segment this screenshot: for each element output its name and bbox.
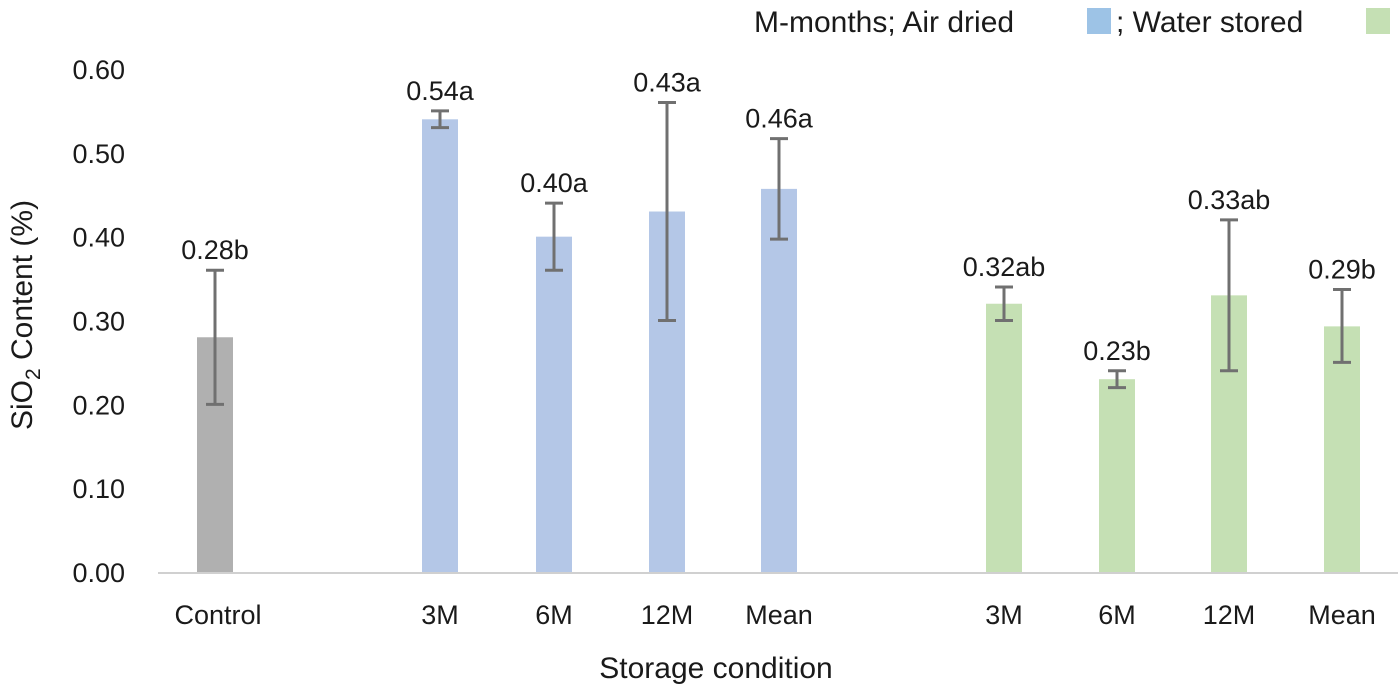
data-label-water-3m: 0.32ab <box>963 252 1046 282</box>
legend-water-stored-swatch <box>1366 8 1390 34</box>
legend-water-stored-text: ; Water stored <box>1116 6 1303 39</box>
y-tick-label: 0.00 <box>72 558 125 588</box>
x-tick-label-water-6m: 6M <box>1098 600 1136 630</box>
y-axis-ticks: 0.00 0.10 0.20 0.30 0.40 0.50 0.60 <box>72 55 125 588</box>
y-tick-label: 0.40 <box>72 223 125 253</box>
error-bar-air-6m <box>545 201 563 272</box>
data-label-control-control: 0.28b <box>181 235 249 265</box>
error-bar-water-12m <box>1220 218 1238 373</box>
bar-water-6m <box>1099 379 1135 572</box>
x-tick-label-water-12m: 12M <box>1203 600 1256 630</box>
y-tick-label: 0.30 <box>72 307 125 337</box>
bar-air-mean <box>761 188 797 573</box>
error-bar-water-6m <box>1108 369 1126 390</box>
legend: M-months; Air dried ; Water stored <box>754 6 1390 39</box>
error-bar-water-3m <box>995 285 1013 322</box>
data-label-water-mean: 0.29b <box>1308 254 1376 284</box>
bar-air-6m <box>536 236 572 572</box>
y-axis-title-rest: Content (%) <box>6 200 39 368</box>
data-label-air-mean: 0.46a <box>745 104 814 134</box>
x-tick-label-water-3m: 3M <box>985 600 1023 630</box>
x-tick-label-control-control: Control <box>174 600 261 630</box>
x-tick-label-air-mean: Mean <box>745 600 813 630</box>
bar-water-mean <box>1324 326 1360 572</box>
data-label-air-3m: 0.54a <box>406 76 475 106</box>
x-tick-label-water-mean: Mean <box>1308 600 1376 630</box>
bar-water-3m <box>986 303 1022 572</box>
data-label-air-12m: 0.43a <box>633 68 702 98</box>
y-tick-label: 0.20 <box>72 390 125 420</box>
y-tick-label: 0.60 <box>72 55 125 85</box>
error-bar-air-12m <box>658 101 676 322</box>
x-tick-label-air-6m: 6M <box>535 600 573 630</box>
y-axis-title-main: SiO <box>6 380 39 430</box>
x-tick-label-air-3m: 3M <box>421 600 459 630</box>
error-bar-air-3m <box>431 109 449 130</box>
data-label-air-6m: 0.40a <box>520 168 589 198</box>
category-labels: Control 3M 6M 12M Mean 3M 6M 12M Mean <box>174 600 1375 630</box>
y-axis-title-subscript: 2 <box>22 368 45 380</box>
y-tick-label: 0.10 <box>72 474 125 504</box>
error-bar-water-mean <box>1333 287 1351 364</box>
error-bar-air-mean <box>770 137 788 241</box>
x-tick-label-air-12m: 12M <box>641 600 694 630</box>
bar-labels: 0.28b 0.54a 0.40a 0.43a 0.46a 0.32ab 0.23b 0.33… <box>181 68 1376 366</box>
y-axis-title: SiO2 Content (%) <box>6 200 45 430</box>
data-label-water-6m: 0.23b <box>1083 336 1151 366</box>
error-bars <box>206 101 1351 406</box>
x-axis-title: Storage condition <box>599 652 833 685</box>
error-bar-control-control <box>206 268 224 406</box>
legend-air-dried-swatch <box>1087 8 1111 34</box>
bar-air-3m <box>422 119 458 573</box>
y-tick-label: 0.50 <box>72 139 125 169</box>
data-label-water-12m: 0.33ab <box>1188 185 1271 215</box>
legend-prefix: M-months; Air dried <box>754 6 1014 39</box>
